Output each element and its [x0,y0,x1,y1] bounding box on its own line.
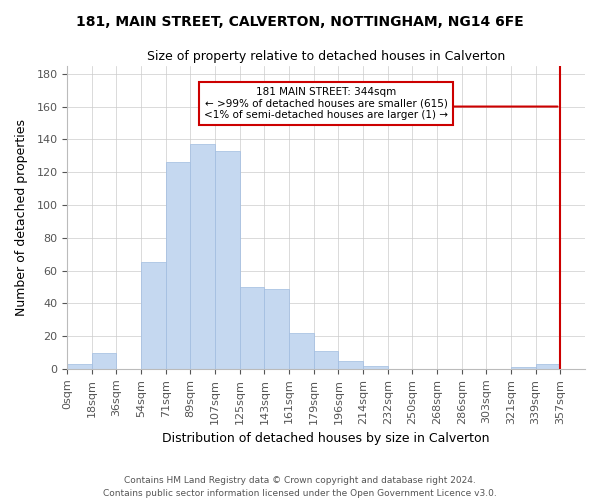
X-axis label: Distribution of detached houses by size in Calverton: Distribution of detached houses by size … [163,432,490,445]
Bar [511,368,536,369]
Bar [314,351,338,369]
Bar [363,366,388,369]
Bar [190,144,215,369]
Bar [289,333,314,369]
Title: Size of property relative to detached houses in Calverton: Size of property relative to detached ho… [147,50,505,63]
Bar [92,352,116,369]
Bar [265,288,289,369]
Bar [240,287,265,369]
Text: 181 MAIN STREET: 344sqm
← >99% of detached houses are smaller (615)
<1% of semi-: 181 MAIN STREET: 344sqm ← >99% of detach… [204,87,448,120]
Bar [338,360,363,369]
Bar [166,162,190,369]
Y-axis label: Number of detached properties: Number of detached properties [15,118,28,316]
Bar [67,364,92,369]
Bar [215,151,240,369]
Bar [536,364,560,369]
Text: 181, MAIN STREET, CALVERTON, NOTTINGHAM, NG14 6FE: 181, MAIN STREET, CALVERTON, NOTTINGHAM,… [76,15,524,29]
Text: Contains HM Land Registry data © Crown copyright and database right 2024.
Contai: Contains HM Land Registry data © Crown c… [103,476,497,498]
Bar [141,262,166,369]
